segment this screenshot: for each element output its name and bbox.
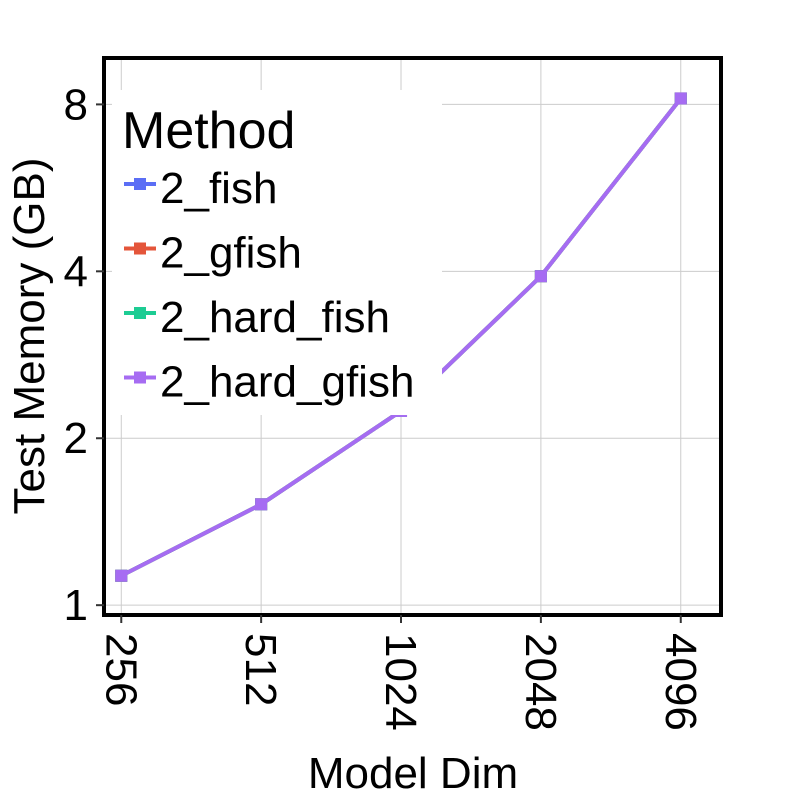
x-tick-label: 1024 xyxy=(376,633,425,731)
plot-border xyxy=(102,56,723,617)
legend-label: 2_fish xyxy=(160,164,277,213)
y-tick-label: 1 xyxy=(64,581,88,630)
legend: Method 2_fish 2_gfish 2_hard_fish 2_hard_gf… xyxy=(112,90,442,415)
legend-entry: 2_gfish xyxy=(124,229,302,278)
y-tick-label: 2 xyxy=(64,414,88,463)
legend-swatch-marker xyxy=(134,371,146,384)
y-axis-label: Test Memory (GB) xyxy=(5,158,54,515)
data-point xyxy=(255,498,268,511)
legend-entry: 2_hard_gfish xyxy=(124,358,414,407)
x-tick-label: 512 xyxy=(236,633,285,706)
x-axis-label: Model Dim xyxy=(308,749,518,798)
legend-entries: 2_fish 2_gfish 2_hard_fish 2_hard_gfish xyxy=(124,164,414,407)
legend-title: Method xyxy=(122,102,295,160)
legend-entry: 2_hard_fish xyxy=(124,293,390,342)
legend-label: 2_gfish xyxy=(160,229,302,278)
legend-label: 2_hard_fish xyxy=(160,293,390,342)
legend-background xyxy=(112,90,442,415)
data-point xyxy=(115,569,128,582)
legend-swatch-marker xyxy=(134,178,146,190)
data-point xyxy=(674,92,687,105)
legend-label: 2_hard_gfish xyxy=(160,358,414,407)
legend-entry: 2_fish xyxy=(124,164,277,213)
legend-swatch-marker xyxy=(134,242,146,255)
y-axis-ticks: 1 2 4 8 xyxy=(64,80,104,630)
x-tick-label: 256 xyxy=(96,633,145,706)
x-axis-ticks: 256 512 1024 2048 4096 xyxy=(96,615,705,731)
y-tick-label: 8 xyxy=(64,80,88,129)
y-tick-label: 4 xyxy=(64,247,88,296)
x-tick-label: 4096 xyxy=(656,633,705,731)
data-point xyxy=(534,270,547,283)
legend-swatch-marker xyxy=(134,307,146,319)
x-tick-label: 2048 xyxy=(516,633,565,731)
